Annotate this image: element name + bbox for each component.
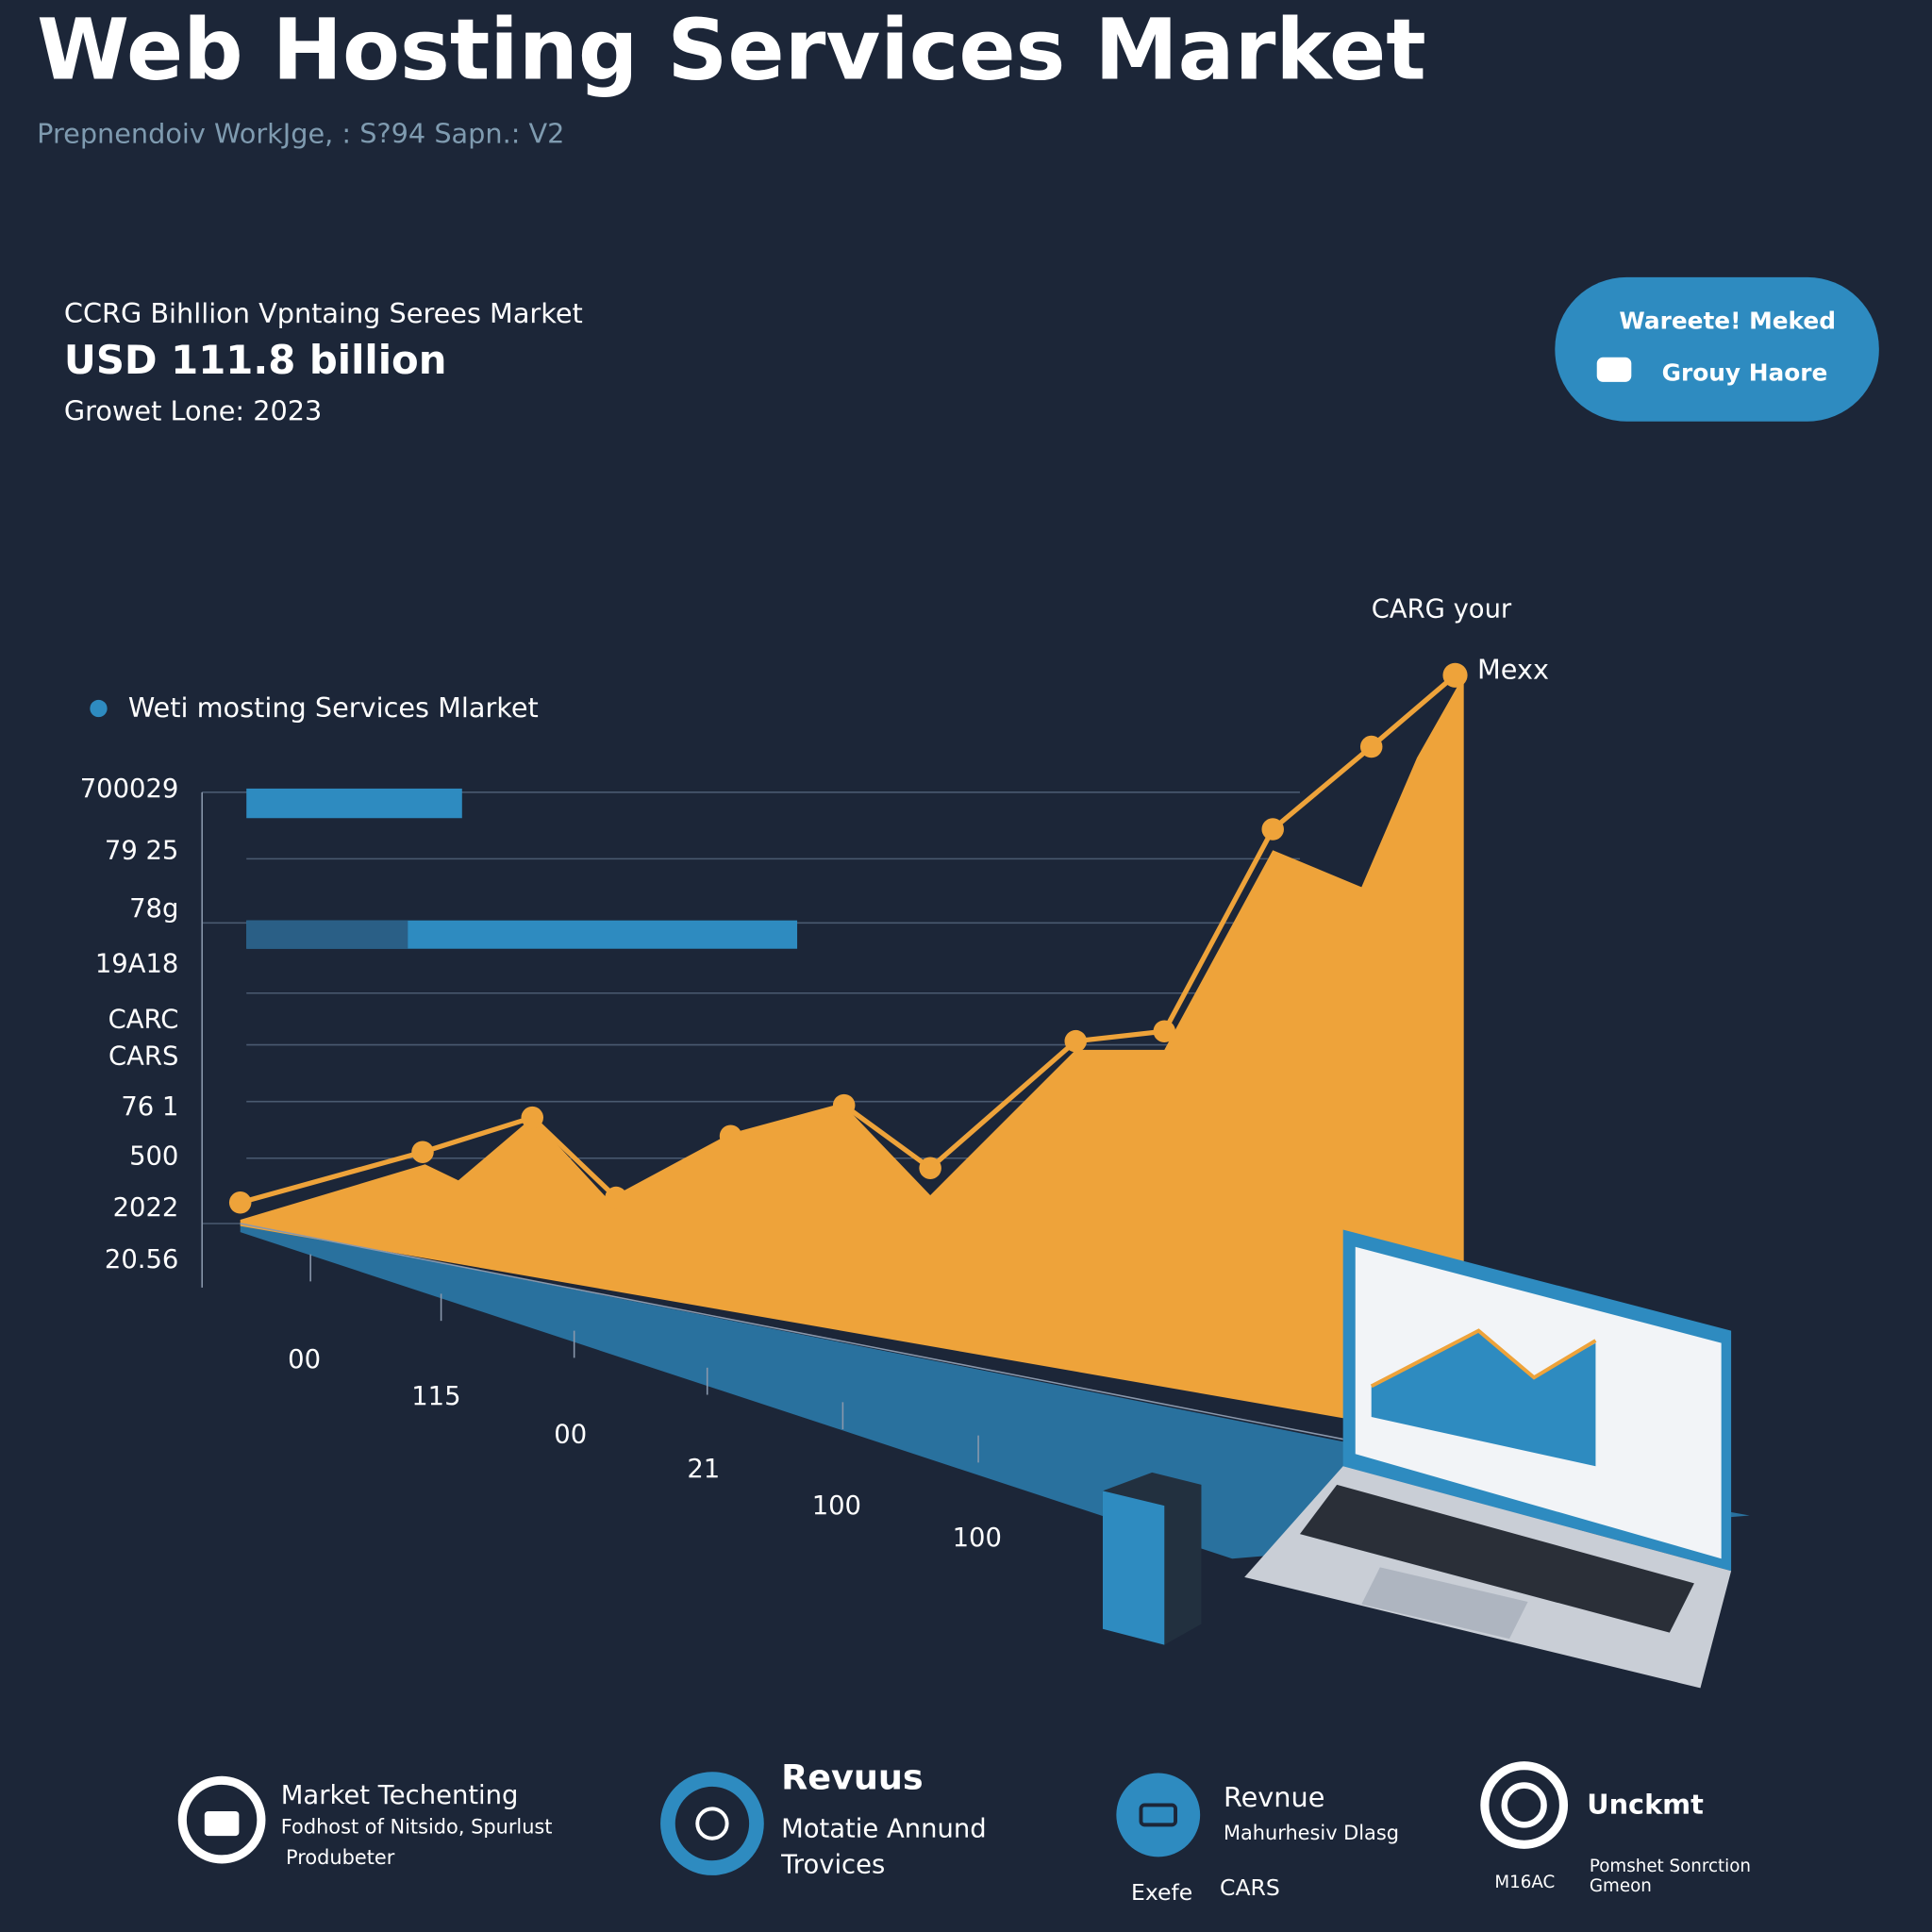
feature-text: Gmeon	[1590, 1876, 1652, 1896]
button-text: Wareete! Meked	[1619, 308, 1836, 335]
bar	[246, 788, 462, 819]
point	[605, 1186, 627, 1209]
x-tick-label: 100	[812, 1491, 861, 1521]
feature-text: Exefe	[1131, 1879, 1192, 1906]
legend-marker	[90, 699, 108, 718]
icon-glyph	[695, 1807, 729, 1840]
point	[228, 1191, 252, 1214]
screen-line	[1370, 1328, 1597, 1389]
y-tick-label: 2022	[113, 1193, 179, 1223]
icon	[1480, 1761, 1569, 1849]
annotation: Mexx	[1477, 654, 1549, 686]
y-tick-label: 500	[129, 1141, 178, 1171]
feature-text: CARS	[1220, 1874, 1280, 1901]
icon-glyph	[1139, 1803, 1177, 1827]
server-front	[1102, 1491, 1165, 1645]
point	[919, 1157, 941, 1179]
feature-title: Market Techenting	[281, 1781, 519, 1810]
button[interactable]	[1555, 276, 1879, 422]
icon	[660, 1772, 764, 1875]
feature-text: Motatie Annund	[781, 1814, 987, 1843]
y-tick-label: CARS	[108, 1041, 178, 1071]
legend-label: Weti mosting Services Mlarket	[128, 691, 539, 724]
feature-text: M16AC	[1494, 1873, 1555, 1892]
feature-text: Mahurhesiv Dlasg	[1224, 1822, 1399, 1844]
y-tick-label: 700029	[80, 774, 179, 804]
x-tick-label: 00	[288, 1345, 321, 1374]
x-axis	[240, 1223, 1343, 1441]
server	[1102, 1472, 1202, 1645]
stat-note: Growet Lone: 2023	[64, 394, 322, 426]
stat-label: CCRG Bihllion Vpntaing Serees Market	[64, 297, 583, 329]
icon	[177, 1775, 266, 1864]
point	[1153, 1020, 1176, 1042]
touchpad	[1361, 1567, 1528, 1640]
icon	[1116, 1773, 1201, 1857]
button-icon	[1596, 357, 1632, 382]
laptop	[1244, 1229, 1732, 1689]
feature-icons	[177, 1761, 1569, 1875]
y-tick-label: 20.56	[105, 1245, 178, 1274]
y-tick-label: 76 1	[121, 1092, 178, 1122]
point	[1261, 818, 1284, 841]
point	[411, 1141, 434, 1163]
y-tick-label: 79 25	[105, 836, 178, 865]
point	[1442, 662, 1468, 688]
button-text: Grouy Haore	[1662, 359, 1828, 387]
title: Web Hosting Services Market	[37, 2, 1426, 99]
x-tick-label: 100	[953, 1524, 1002, 1553]
feature-title: Revuus	[781, 1757, 924, 1797]
x-ticks	[309, 1254, 979, 1463]
icon-glyph	[1501, 1782, 1547, 1828]
feature-title: Revnue	[1224, 1781, 1324, 1813]
y-tick-label: 78g	[129, 894, 178, 924]
y-tick-label: 19A18	[95, 950, 179, 979]
point	[521, 1106, 543, 1129]
point	[1359, 735, 1383, 758]
feature-title: Unckmt	[1587, 1789, 1704, 1821]
feature-text: Fodhost of Nitsido, Spurlust	[281, 1816, 553, 1839]
line	[239, 673, 1457, 1206]
feature-text: Pomshet Sonrction	[1590, 1857, 1751, 1876]
point	[719, 1124, 742, 1147]
keyboard	[1299, 1484, 1694, 1633]
bar-shade	[246, 920, 408, 949]
subtitle: Prepnendoiv WorkJge, : S?94 Sapn.: V2	[37, 118, 564, 150]
x-tick-label: 21	[687, 1455, 720, 1484]
feature-text: Produbeter	[286, 1846, 395, 1869]
x-tick-label: 115	[411, 1382, 460, 1411]
points	[228, 662, 1468, 1214]
stat-value: USD 111.8 billion	[64, 337, 447, 383]
point	[832, 1093, 856, 1117]
feature-text: Trovices	[780, 1850, 885, 1879]
point	[1064, 1029, 1087, 1053]
icon-glyph	[204, 1811, 240, 1837]
annotation: CARG your	[1372, 594, 1512, 624]
screen-chart	[1371, 1330, 1596, 1467]
x-tick-label: 00	[554, 1420, 587, 1449]
area	[240, 675, 1464, 1440]
y-tick-label: CARC	[108, 1005, 179, 1034]
